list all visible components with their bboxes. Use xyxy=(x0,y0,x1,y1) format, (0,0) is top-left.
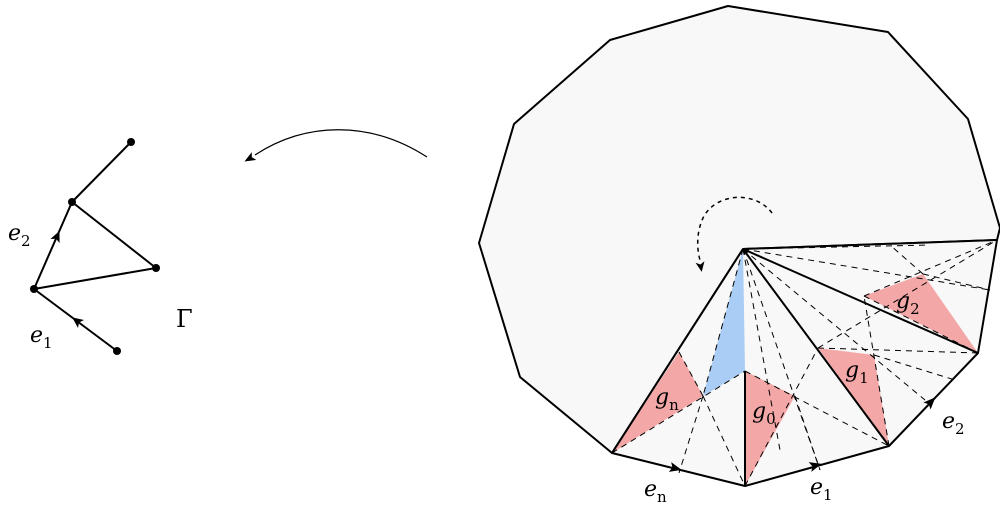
dash-line xyxy=(702,395,746,487)
dash-line xyxy=(863,239,998,297)
graph-vertex xyxy=(68,198,76,206)
triangle-g0 xyxy=(745,371,795,486)
graph-edge xyxy=(71,201,157,269)
boundary-label-en: en xyxy=(644,477,667,506)
boundary-arrow-e1 xyxy=(808,462,822,472)
solid-diagonal xyxy=(742,248,979,354)
dash-line xyxy=(889,244,924,275)
graph-edge xyxy=(33,267,157,290)
rotation-arrow xyxy=(697,196,773,261)
boundary-label-e2: e2 xyxy=(942,409,965,438)
triangle-label-gn: gn xyxy=(655,385,679,414)
solid-diagonal xyxy=(611,248,744,454)
graph-edge xyxy=(71,141,132,203)
map-arrow xyxy=(254,129,428,158)
dash-line xyxy=(742,244,931,250)
dash-line xyxy=(794,395,821,471)
dash-line xyxy=(678,395,704,474)
graph-vertex xyxy=(127,138,135,146)
graph-vertex xyxy=(113,347,121,355)
rotation-arrow-head xyxy=(695,261,705,272)
graph-gamma: e2 e1 Γ xyxy=(8,138,193,355)
dash-line xyxy=(744,370,890,447)
graph-vertex xyxy=(152,264,160,272)
boundary-arrow-e2 xyxy=(923,397,936,410)
dash-line xyxy=(611,370,746,454)
dash-line xyxy=(742,248,991,291)
dash-line xyxy=(702,248,744,397)
edge-label-e1: e1 xyxy=(30,323,53,352)
dash-line xyxy=(678,351,704,397)
polygon-figure: gn g0 g1 g2 en e1 e2 xyxy=(478,5,1000,506)
triangle-label-g2: g2 xyxy=(896,289,920,318)
dash-line xyxy=(817,239,998,349)
dash-line xyxy=(873,354,956,381)
edge-arrow-e2 xyxy=(50,230,60,244)
graph-name-label: Γ xyxy=(176,305,193,333)
triangle-label-g0: g0 xyxy=(752,399,776,428)
triangle-gn xyxy=(612,352,703,453)
map-arrow-head xyxy=(244,152,257,162)
edge-label-e2: e2 xyxy=(8,221,31,250)
dash-line xyxy=(742,248,781,451)
edge-arrow-e1 xyxy=(72,317,85,328)
dash-line xyxy=(922,273,991,291)
graph-vertex xyxy=(30,285,38,293)
triangle-g2 xyxy=(864,274,978,353)
solid-diagonal xyxy=(742,239,998,250)
dash-line xyxy=(744,347,819,487)
triangle-label-g1: g1 xyxy=(845,358,869,387)
boundary-label-e1: e1 xyxy=(810,475,833,504)
dash-line xyxy=(817,347,979,354)
graph-edge-e2 xyxy=(33,201,73,290)
solid-diagonal xyxy=(742,248,890,447)
dash-line xyxy=(863,295,890,447)
boundary-arrow-en xyxy=(668,462,682,472)
